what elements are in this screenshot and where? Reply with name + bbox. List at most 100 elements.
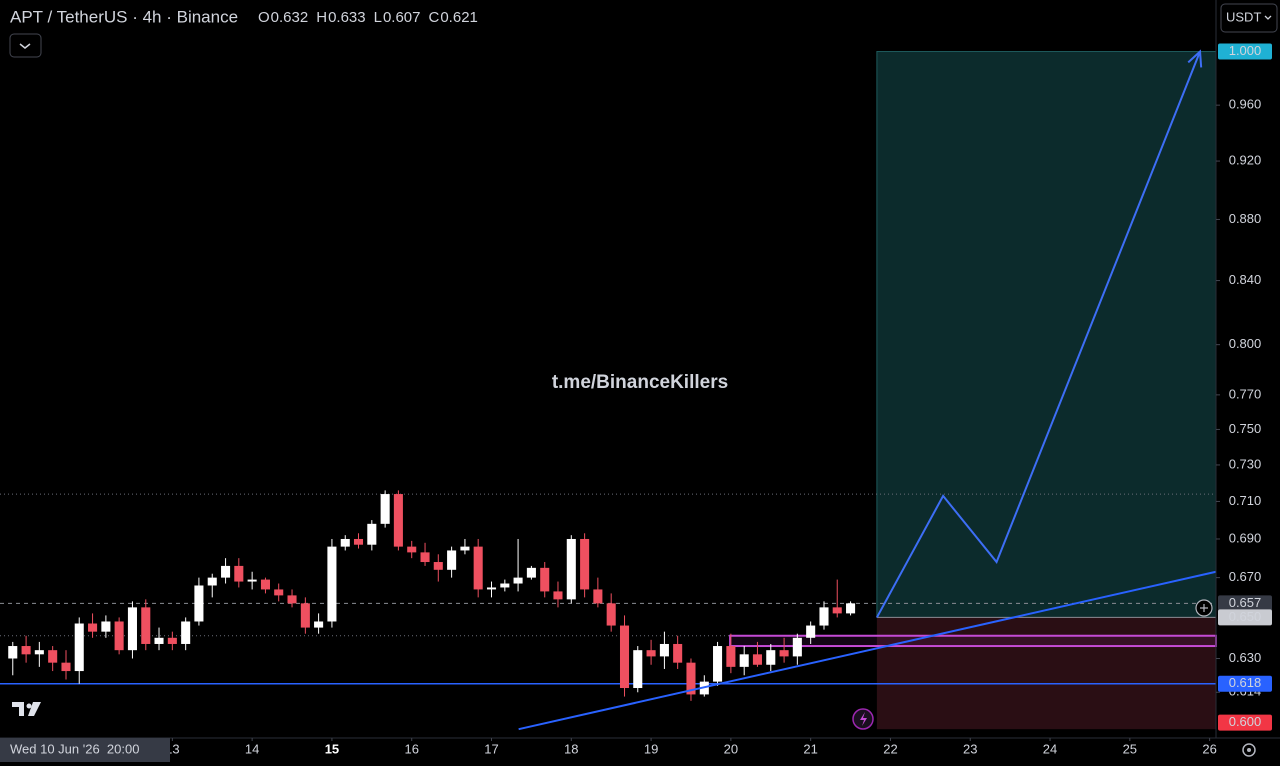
candle-body (766, 650, 776, 665)
candle-body (792, 637, 802, 657)
candle-body (141, 607, 151, 644)
candle-body (739, 654, 749, 667)
candle-body (619, 625, 630, 689)
y-tick-label: 0.630 (1229, 650, 1262, 665)
chevron-icon (19, 43, 31, 49)
candle-body (260, 579, 270, 590)
collapse-button[interactable] (9, 33, 42, 58)
y-tick-label: 0.670 (1229, 569, 1262, 584)
candle-body (633, 650, 643, 689)
candle-body (114, 621, 124, 651)
candle-body (154, 637, 164, 644)
price-label: 0.600 (1229, 714, 1262, 729)
x-tick-label: 22 (883, 741, 897, 756)
candle-body (74, 623, 84, 672)
candle-body (8, 646, 18, 659)
ohlc-value: 0.621 (440, 9, 478, 26)
candle-body (540, 567, 550, 592)
candle-body (234, 565, 244, 582)
candle-body (460, 546, 470, 551)
y-tick-label: 0.730 (1229, 456, 1262, 471)
candle-body (340, 538, 350, 547)
candle-body (606, 603, 616, 626)
ohlc-value: 0.607 (383, 9, 421, 26)
candle-body (779, 650, 789, 657)
candle-body (593, 589, 603, 604)
candle-body (314, 621, 324, 628)
candle-body (48, 650, 58, 663)
price-label: 0.650 (1229, 609, 1262, 624)
candle-body (367, 523, 377, 545)
price-label-bg (1218, 714, 1272, 731)
candle-body (194, 585, 204, 622)
currency-button[interactable] (1220, 3, 1278, 33)
x-tick-label: 20 (724, 741, 738, 756)
x-tick-label: 14 (245, 741, 259, 756)
candle-body (101, 621, 111, 632)
candle-body (486, 587, 497, 590)
candle-body (433, 562, 443, 570)
x-tick-label: 26 (1202, 741, 1216, 756)
ohlc-key: O (258, 9, 270, 26)
candle-body (127, 607, 137, 651)
candle-body (659, 643, 669, 657)
candle-body (181, 621, 191, 644)
candle-body (207, 577, 217, 586)
y-tick-label: 0.800 (1229, 336, 1262, 351)
candle-body (407, 546, 417, 553)
ohlc-key: C (429, 9, 440, 26)
candle-body (380, 494, 390, 524)
y-tick-label: 0.690 (1229, 530, 1262, 545)
candle-body (673, 643, 683, 663)
date-label: Wed 10 Jun '26 20:00 (10, 741, 139, 756)
price-label-bg (1218, 595, 1272, 612)
add-alert-icon[interactable] (1195, 599, 1213, 617)
candle-body (580, 538, 590, 590)
ohlc-value: 0.632 (271, 9, 309, 26)
candle-body (420, 552, 430, 563)
candle-body (167, 637, 177, 644)
candle-body (752, 654, 762, 665)
date-label-bg (0, 738, 170, 762)
candle-body (34, 650, 44, 655)
x-tick-label: 15 (325, 741, 339, 756)
candle-body (88, 623, 98, 632)
candle-body (819, 607, 829, 626)
x-tick-label: 16 (404, 741, 418, 756)
price-label-bg (1218, 43, 1272, 60)
candle-body (221, 565, 231, 578)
x-tick-label: 17 (484, 741, 498, 756)
y-tick-label: 0.750 (1229, 421, 1262, 436)
candle-body (553, 591, 563, 600)
candle-body (832, 607, 842, 614)
ohlc-key: H (316, 9, 327, 26)
settings-icon[interactable] (1242, 743, 1256, 757)
y-tick-label: 0.840 (1229, 272, 1262, 287)
target-zone (876, 51, 1217, 618)
zone-box (729, 634, 1217, 648)
y-tick-label: 0.710 (1229, 493, 1262, 508)
candle-body (274, 589, 284, 596)
candle-body (61, 662, 71, 672)
y-tick-label: 0.920 (1229, 152, 1262, 167)
candle-body (287, 595, 297, 604)
watermark: t.me/BinanceKillers (552, 372, 728, 393)
trend-line (518, 570, 1217, 731)
tv-logo (12, 702, 41, 716)
price-label-bg (1218, 675, 1272, 692)
chart-title: APT / TetherUS · 4h · Binance (10, 7, 238, 26)
price-label: 0.618 (1229, 675, 1262, 690)
price-label: 1.000 (1229, 43, 1262, 58)
candle-body (526, 567, 536, 578)
candle-body (447, 550, 457, 570)
lightning-icon[interactable] (852, 708, 874, 730)
x-tick-label: 24 (1043, 741, 1057, 756)
candle-body (686, 662, 696, 695)
ohlc-value: 0.633 (328, 9, 366, 26)
x-tick-label: 21 (803, 741, 817, 756)
x-tick-label: 23 (963, 741, 977, 756)
candle-body (500, 583, 510, 588)
candle-body (327, 546, 337, 622)
ohlc-key: L (374, 9, 382, 26)
candle-body (353, 538, 364, 545)
